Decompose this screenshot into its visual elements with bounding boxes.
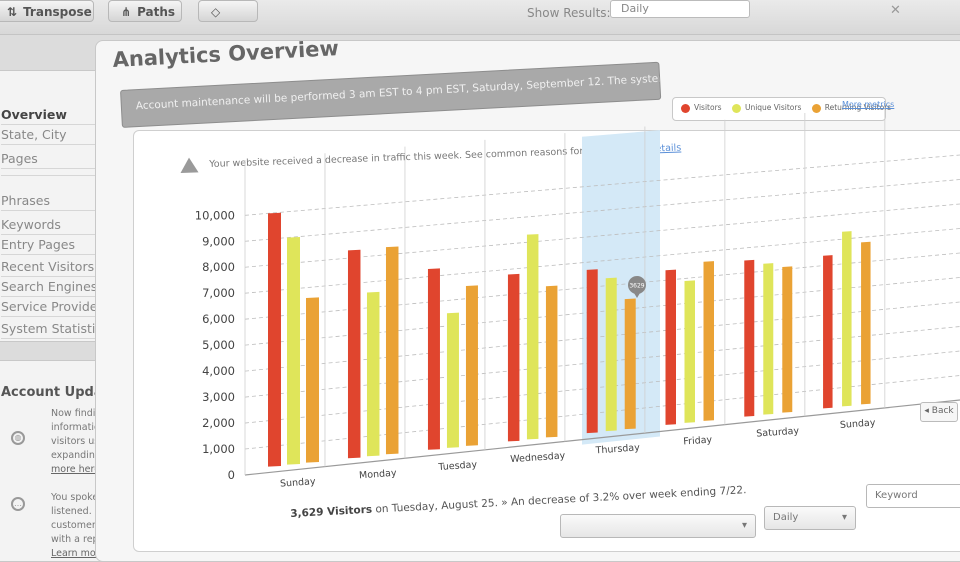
bar-returning-visitors [545,285,558,438]
bar-returning-visitors [624,298,636,430]
bar-visitors [586,269,598,434]
x-tick-label: Saturday [756,426,800,440]
sidebar-item-blank[interactable] [1,173,151,176]
legend-returning-visitors: Returning Visitors [811,103,891,113]
y-tick-label: 5,000 [202,338,235,352]
keyword-input[interactable]: Keyword [866,484,960,508]
y-tick-label: 8,000 [202,260,235,274]
grid-line [244,375,960,450]
grid-line [244,301,960,372]
bar-returning-visitors [465,285,478,446]
sidebar-item-recent-visitors[interactable]: Recent Visitors [1,259,151,277]
account-updates-title: Account Updates [1,385,126,400]
x-tick-label: Monday [359,468,398,482]
paths-button[interactable]: ⋔ Paths [108,0,182,22]
x-tick-label: Sunday [840,417,877,430]
grid-line [244,326,960,398]
show-results-select[interactable]: Daily [610,0,750,18]
more-metrics-link[interactable]: More metrics [842,100,895,109]
x-tick-label: Wednesday [510,450,566,465]
chart-legend: Visitors Unique Visitors Returning Visit… [672,97,891,121]
show-results-label: Show Results: [527,6,611,20]
y-tick-label: 4,000 [202,364,235,378]
transpose-button[interactable]: ⇅ Transpose [0,0,94,22]
grid-line [244,154,960,216]
tag-icon: ◇ [211,5,221,19]
grid-line [244,399,960,476]
x-tick-label: Friday [683,434,713,447]
bar-visitors [823,255,833,409]
y-tick-label: 1,000 [202,442,235,456]
y-tick-label: 2,000 [202,416,235,430]
value-callout-label: 3629 [629,283,644,290]
bar-unique-visitors [763,263,774,415]
y-tick-label: 10,000 [195,208,235,222]
bar-visitors [427,268,440,450]
bar-visitors [665,269,676,425]
bottom-select-1[interactable]: ▾ [560,514,756,538]
grid-line [244,228,960,294]
sidebar-item-keywords[interactable]: Keywords [1,217,151,235]
grid-line [244,203,960,268]
chevron-down-icon: ▾ [741,520,747,531]
globe-icon: ◍ [11,431,25,445]
sidebar-item-search-engines[interactable]: Search Engines [1,279,151,297]
bar-visitors [347,249,361,459]
sidebar-item-pages[interactable]: Pages [1,151,151,169]
sidebar-item-service-providers[interactable]: Service Providers [1,299,151,317]
transpose-icon: ⇅ [7,5,18,19]
grid-line [244,179,960,242]
sidebar-item-state-city[interactable]: State, City [1,127,151,145]
y-tick-label: 7,000 [202,286,235,300]
bar-visitors [507,273,520,442]
bar-returning-visitors [306,297,319,463]
bar-unique-visitors [446,312,459,448]
legend-visitors: Visitors [681,103,722,113]
x-tick-label: Tuesday [437,459,478,473]
top-toolbar: ⇅ Transpose ⋔ Paths ◇ Show Results: Daily … [0,0,960,35]
bar-visitors [268,212,281,467]
x-tick-label: Sunday [280,476,317,489]
bottom-select-daily[interactable]: Daily ▾ [764,506,856,530]
back-button[interactable]: ◂ Back [920,402,958,422]
x-tick-label: Thursday [594,442,640,456]
y-tick-label: 3,000 [202,390,235,404]
bar-returning-visitors [782,266,793,413]
bar-returning-visitors [861,241,871,405]
bar-unique-visitors [605,277,617,432]
sidebar-item-overview[interactable]: Overview [1,107,151,125]
sidebar-item-phrases[interactable]: Phrases [1,193,151,211]
y-tick-label: 9,000 [202,234,235,248]
grid-line [244,252,960,320]
bar-unique-visitors [366,291,380,457]
chevron-down-icon: ▾ [841,512,847,523]
bar-unique-visitors [526,234,539,440]
value-callout [628,276,646,294]
bar-unique-visitors [287,237,300,465]
bar-unique-visitors [842,231,852,407]
y-tick-label: 0 [228,468,235,482]
bar-unique-visitors [684,280,695,423]
grid-line [244,350,960,424]
paths-icon: ⋔ [121,5,132,19]
chat-icon: … [11,497,25,511]
y-tick-label: 6,000 [202,312,235,326]
close-icon[interactable]: ✕ [890,3,901,18]
highlight-column [582,130,660,445]
sidebar-item-entry-pages[interactable]: Entry Pages [1,237,151,255]
bar-returning-visitors [703,261,714,421]
visitors-bar-chart: 0 1,000 2,000 3,000 4,000 5,000 6,000 7,000 8,00… [195,106,960,490]
sidebar-item-system-statistics[interactable]: System Statistics [1,321,151,339]
tag-button[interactable]: ◇ [198,0,258,22]
bar-returning-visitors [385,246,399,455]
legend-unique-visitors: Unique Visitors [731,103,801,113]
bar-visitors [744,259,755,417]
grid-line [244,277,960,346]
